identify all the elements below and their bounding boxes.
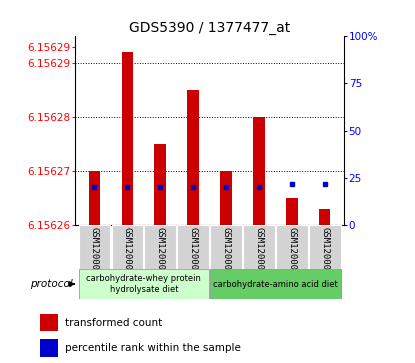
FancyBboxPatch shape <box>210 269 340 299</box>
FancyBboxPatch shape <box>309 225 340 269</box>
Bar <box>220 171 232 225</box>
Bar <box>122 53 133 225</box>
FancyBboxPatch shape <box>243 225 275 269</box>
Text: GSM1200065: GSM1200065 <box>156 227 165 281</box>
Bar <box>89 171 100 225</box>
Bar <box>319 209 330 225</box>
Text: protocol: protocol <box>30 279 73 289</box>
FancyBboxPatch shape <box>79 269 209 299</box>
Text: percentile rank within the sample: percentile rank within the sample <box>65 343 241 353</box>
Text: carbohydrate-amino acid diet: carbohydrate-amino acid diet <box>213 280 338 289</box>
Text: GSM1200064: GSM1200064 <box>123 227 132 281</box>
Text: GSM1200059: GSM1200059 <box>222 227 230 281</box>
Bar <box>187 90 199 225</box>
Bar <box>253 117 265 225</box>
Bar <box>40 314 58 331</box>
FancyBboxPatch shape <box>210 225 242 269</box>
Title: GDS5390 / 1377477_at: GDS5390 / 1377477_at <box>129 21 290 35</box>
Text: transformed count: transformed count <box>65 318 162 328</box>
Text: GSM1200066: GSM1200066 <box>189 227 198 281</box>
FancyBboxPatch shape <box>144 225 176 269</box>
Text: GSM1200061: GSM1200061 <box>287 227 296 281</box>
Text: carbohydrate-whey protein
hydrolysate diet: carbohydrate-whey protein hydrolysate di… <box>86 274 201 294</box>
Bar <box>286 198 298 225</box>
Bar <box>40 339 58 357</box>
Text: GSM1200060: GSM1200060 <box>254 227 264 281</box>
FancyBboxPatch shape <box>79 225 110 269</box>
Bar <box>154 144 166 225</box>
FancyBboxPatch shape <box>112 225 143 269</box>
Text: GSM1200063: GSM1200063 <box>90 227 99 281</box>
FancyBboxPatch shape <box>276 225 308 269</box>
Text: GSM1200062: GSM1200062 <box>320 227 329 281</box>
FancyBboxPatch shape <box>177 225 209 269</box>
